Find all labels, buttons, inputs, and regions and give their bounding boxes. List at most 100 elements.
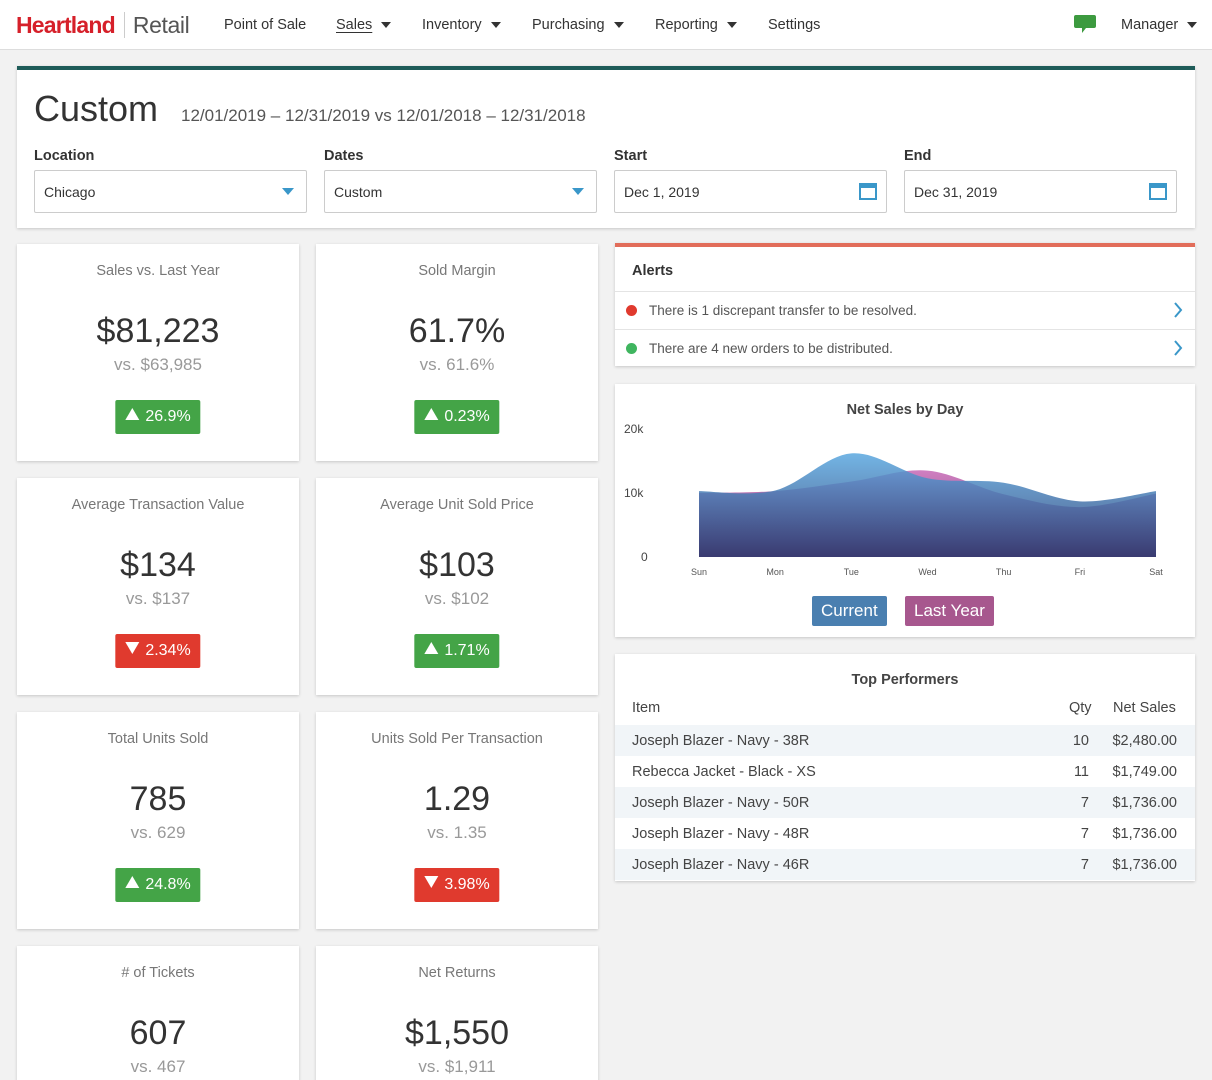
kpi-card-average-unit-sold-price[interactable]: Average Unit Sold Price $103 vs. $102 1.…: [316, 478, 598, 695]
user-label: Manager: [1121, 17, 1179, 33]
kpi-value: $81,223: [96, 312, 220, 350]
chevron-down-icon: [1187, 22, 1198, 28]
end-date-input[interactable]: Dec 31, 2019: [904, 170, 1177, 213]
kpi-change: 1.71%: [444, 642, 490, 659]
kpi-value: 607: [129, 1014, 187, 1052]
kpi-change-badge: 26.9%: [115, 400, 201, 434]
dates-label: Dates: [324, 148, 364, 164]
net-sales-chart-card: Net Sales by Day 20k 10k 0 Sun Mon Tue Wed Thu…: [615, 384, 1195, 637]
series-area-current: [699, 453, 1156, 557]
kpi-previous: vs. $137: [125, 589, 191, 608]
kpi-title: Net Returns: [418, 965, 496, 981]
kpi-change-badge: 3.98%: [414, 868, 500, 902]
kpi-previous: vs. 629: [130, 823, 186, 842]
kpi-card-net-returns[interactable]: Net Returns $1,550 vs. $1,911: [316, 946, 598, 1080]
kpi-change-badge: 2.34%: [115, 634, 201, 668]
nav-purchasing[interactable]: Purchasing: [532, 17, 624, 33]
table-row[interactable]: Joseph Blazer - Navy - 48R 7 $1,736.00: [615, 818, 1195, 849]
heartland-retail-logo[interactable]: Heartland Retail: [16, 10, 190, 40]
chart-title: Net Sales by Day: [846, 402, 964, 418]
cell-net-sales: $1,749.00: [1112, 764, 1177, 780]
column-header-item[interactable]: Item: [632, 700, 661, 716]
start-label: Start: [614, 148, 648, 164]
cell-net-sales: $1,736.00: [1112, 826, 1177, 842]
kpi-value: $1,550: [405, 1014, 509, 1052]
table-title: Top Performers: [851, 672, 959, 688]
nav-reporting[interactable]: Reporting: [655, 17, 737, 33]
chat-bubble-icon[interactable]: [1074, 15, 1096, 33]
calendar-icon[interactable]: [859, 182, 877, 200]
x-tick-label: Thu: [996, 567, 1012, 577]
column-header-net-sales[interactable]: Net Sales: [1113, 700, 1176, 716]
kpi-card-sold-margin[interactable]: Sold Margin 61.7% vs. 61.6% 0.23%: [316, 244, 598, 461]
nav-label: Point of Sale: [224, 17, 307, 33]
cell-item: Joseph Blazer - Navy - 50R: [632, 795, 810, 811]
x-tick-label: Sat: [1149, 567, 1163, 577]
kpi-previous: vs. $1,911: [418, 1057, 496, 1076]
kpi-card-number-of-tickets[interactable]: # of Tickets 607 vs. 467: [17, 946, 299, 1080]
cell-item: Joseph Blazer - Navy - 38R: [632, 733, 810, 749]
legend-last-year-button[interactable]: Last Year: [905, 596, 994, 626]
top-performers-table: Top Performers Item Qty Net Sales Joseph…: [615, 654, 1195, 881]
table-row[interactable]: Joseph Blazer - Navy - 38R 10 $2,480.00: [615, 725, 1195, 756]
nav-point-of-sale[interactable]: Point of Sale: [224, 17, 306, 33]
chevron-down-icon: [726, 22, 737, 28]
x-tick-label: Wed: [918, 567, 936, 577]
kpi-title: # of Tickets: [121, 965, 195, 981]
arrow-down-icon: [424, 876, 439, 888]
alert-row-new-orders[interactable]: There are 4 new orders to be distributed…: [615, 329, 1195, 367]
kpi-previous: vs. 467: [130, 1057, 186, 1076]
cell-qty: 7: [1080, 826, 1089, 842]
nav-label: Purchasing: [532, 17, 605, 33]
chevron-down-icon: [490, 22, 501, 28]
kpi-value: 785: [129, 780, 187, 818]
net-sales-chart: 20k 10k 0 Sun Mon Tue Wed Thu Fri Sat: [624, 422, 1163, 577]
alert-text: There is 1 discrepant transfer to be res…: [649, 303, 917, 318]
column-header-qty[interactable]: Qty: [1069, 700, 1092, 716]
kpi-card-units-sold-per-transaction[interactable]: Units Sold Per Transaction 1.29 vs. 1.35…: [316, 712, 598, 929]
cell-net-sales: $1,736.00: [1112, 857, 1177, 873]
kpi-value: 61.7%: [408, 312, 506, 350]
kpi-card-total-units-sold[interactable]: Total Units Sold 785 vs. 629 24.8%: [17, 712, 299, 929]
alert-row-discrepant-transfer[interactable]: There is 1 discrepant transfer to be res…: [615, 291, 1195, 329]
kpi-title: Units Sold Per Transaction: [371, 731, 543, 747]
cell-qty: 7: [1080, 857, 1089, 873]
logo-divider: [123, 12, 125, 38]
arrow-up-icon: [424, 408, 439, 420]
table-row[interactable]: Joseph Blazer - Navy - 46R 7 $1,736.00: [615, 849, 1195, 880]
kpi-previous: vs. $102: [424, 589, 490, 608]
table-row[interactable]: Rebecca Jacket - Black - XS 11 $1,749.00: [615, 756, 1195, 787]
location-label: Location: [34, 148, 95, 164]
kpi-card-average-transaction-value[interactable]: Average Transaction Value $134 vs. $137 …: [17, 478, 299, 695]
arrow-down-icon: [125, 642, 140, 654]
kpi-change-badge: 24.8%: [115, 868, 201, 902]
location-value: Chicago: [44, 184, 96, 200]
start-date-input[interactable]: Dec 1, 2019: [614, 170, 887, 213]
kpi-value: $103: [419, 546, 495, 584]
user-menu[interactable]: Manager: [1121, 17, 1198, 33]
x-tick-label: Tue: [844, 567, 859, 577]
chevron-right-icon: [1174, 302, 1183, 318]
table-row[interactable]: Joseph Blazer - Navy - 50R 7 $1,736.00: [615, 787, 1195, 818]
kpi-card-sales-vs-last-year[interactable]: Sales vs. Last Year $81,223 vs. $63,985 …: [17, 244, 299, 461]
y-tick-label: 0: [641, 550, 648, 564]
x-tick-label: Sun: [691, 567, 707, 577]
report-header: Custom 12/01/2019 – 12/31/2019 vs 12/01/…: [17, 66, 1195, 228]
kpi-title: Sold Margin: [418, 263, 496, 279]
nav-label: Sales: [336, 17, 373, 33]
page-title: Custom: [34, 88, 159, 129]
nav-inventory[interactable]: Inventory: [422, 17, 501, 33]
location-select[interactable]: Chicago: [34, 170, 307, 213]
cell-qty: 11: [1073, 764, 1089, 780]
nav-settings[interactable]: Settings: [768, 17, 820, 33]
nav-sales[interactable]: Sales: [336, 17, 392, 33]
dates-select[interactable]: Custom: [324, 170, 597, 213]
kpi-previous: vs. $63,985: [114, 355, 202, 374]
logo-primary: Heartland: [16, 11, 116, 38]
kpi-change: 0.23%: [444, 408, 490, 425]
kpi-title: Total Units Sold: [107, 731, 209, 747]
legend-current-button[interactable]: Current: [812, 596, 887, 626]
cell-qty: 10: [1072, 733, 1089, 749]
alert-text: There are 4 new orders to be distributed…: [649, 341, 893, 356]
calendar-icon[interactable]: [1149, 182, 1167, 200]
